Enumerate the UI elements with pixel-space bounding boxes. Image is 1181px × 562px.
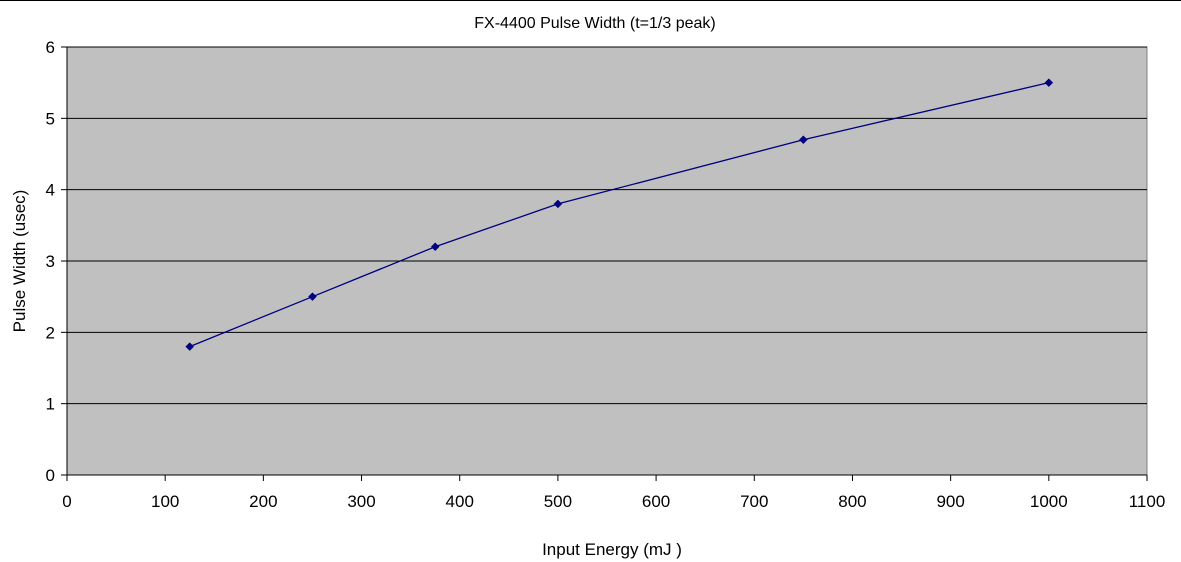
x-axis-ticks: 0 100 200 300 400 500 600 700 800 900 1000 1100 bbox=[62, 475, 1165, 511]
x-axis-title: Input Energy (mJ ) bbox=[542, 540, 682, 559]
x-tick-label-4: 400 bbox=[446, 492, 474, 511]
y-axis-ticks: 0 1 2 3 4 5 6 bbox=[46, 38, 67, 485]
chart-title: FX-4400 Pulse Width (t=1/3 peak) bbox=[474, 15, 715, 32]
y-tick-label-5: 5 bbox=[46, 109, 55, 128]
x-tick-label-1: 100 bbox=[151, 492, 179, 511]
y-tick-label-2: 2 bbox=[46, 323, 55, 342]
y-tick-label-6: 6 bbox=[46, 38, 55, 57]
y-axis-title: Pulse Width (usec) bbox=[10, 190, 29, 333]
y-tick-label-0: 0 bbox=[46, 466, 55, 485]
x-tick-label-8: 800 bbox=[838, 492, 866, 511]
x-tick-label-2: 200 bbox=[249, 492, 277, 511]
x-tick-label-6: 600 bbox=[642, 492, 670, 511]
x-tick-label-9: 900 bbox=[936, 492, 964, 511]
x-tick-label-5: 500 bbox=[544, 492, 572, 511]
x-tick-label-10: 1000 bbox=[1030, 492, 1068, 511]
x-tick-label-0: 0 bbox=[62, 492, 71, 511]
y-tick-label-1: 1 bbox=[46, 395, 55, 414]
x-tick-label-7: 700 bbox=[740, 492, 768, 511]
x-tick-label-3: 300 bbox=[347, 492, 375, 511]
y-tick-label-3: 3 bbox=[46, 252, 55, 271]
x-tick-label-11: 1100 bbox=[1129, 492, 1166, 511]
y-tick-label-4: 4 bbox=[46, 181, 55, 200]
